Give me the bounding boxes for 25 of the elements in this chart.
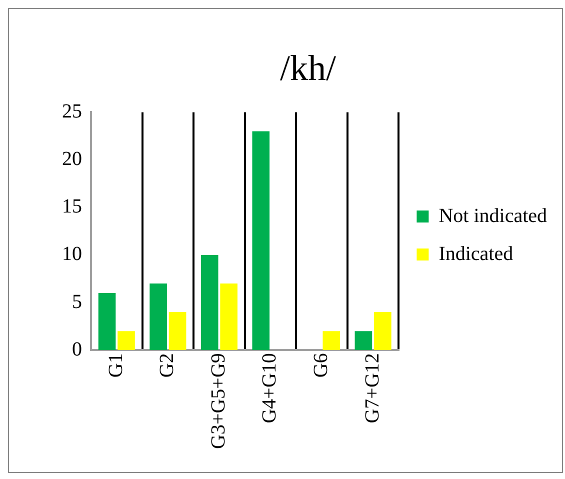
bar [98, 293, 116, 350]
x-tick-label: G1 [104, 353, 127, 378]
y-tick-label: 20 [62, 148, 82, 170]
x-tick-label: G2 [156, 353, 178, 378]
bar [118, 331, 135, 350]
y-tick-label: 25 [62, 100, 82, 122]
x-tick-label: G7+G12 [361, 353, 384, 424]
bar [150, 283, 167, 350]
y-tick-label: 10 [62, 243, 82, 266]
bar [168, 312, 186, 350]
bar [354, 331, 372, 350]
chart-title: /kh/ [280, 48, 336, 88]
x-tick-label: G6 [310, 353, 332, 378]
y-tick-label: 5 [72, 290, 82, 313]
bar [322, 331, 340, 350]
x-tick-label: G4+G10 [258, 353, 281, 424]
x-tick-label: G3+G5+G9 [207, 353, 230, 449]
bar [252, 131, 270, 350]
y-tick-label: 0 [72, 338, 82, 360]
y-tick-label: 15 [62, 196, 82, 218]
legend-label: Not indicated [438, 204, 548, 227]
bar [220, 283, 238, 350]
bar [374, 312, 392, 350]
bar [200, 254, 218, 350]
legend-label: Indicated [438, 242, 514, 265]
